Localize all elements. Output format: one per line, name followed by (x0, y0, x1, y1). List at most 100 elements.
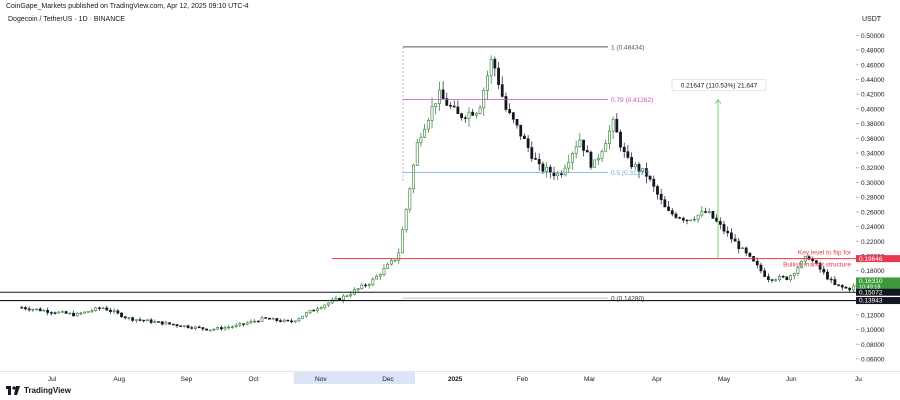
candle-body (748, 252, 752, 257)
candle-body (541, 163, 545, 172)
candle-body (796, 267, 800, 274)
candle-body (423, 128, 427, 138)
candle-body (131, 317, 135, 321)
candle-body (667, 206, 670, 211)
candle-body (663, 199, 667, 208)
candle-body (105, 307, 109, 311)
candle-body (312, 309, 316, 312)
candle-body (711, 211, 715, 219)
candle-body (511, 112, 515, 120)
candle-body (46, 310, 50, 313)
candle-body (175, 324, 179, 327)
candle-body (449, 105, 452, 107)
candle-body (375, 275, 378, 280)
candle-body (537, 158, 541, 165)
candle-body (681, 217, 685, 221)
candle-body (722, 224, 726, 232)
y-tick-label: 0.18000 (861, 268, 885, 275)
candle-body (182, 325, 186, 327)
candle-body (360, 284, 364, 289)
candle-body (64, 311, 68, 314)
x-tick-label: Nov (315, 376, 327, 383)
y-tick-label: 0.34000 (861, 151, 885, 158)
candle-body (264, 317, 268, 319)
candle-body (829, 278, 833, 281)
fib-level-label: 0.5 (0.31357) (611, 170, 650, 177)
candle-body (75, 312, 79, 317)
candle-body (79, 312, 83, 315)
candle-body (744, 247, 748, 254)
candle-body (737, 240, 741, 249)
candle-body (275, 318, 279, 321)
candle-body (644, 168, 648, 177)
current-price-badge: 0.16310 (859, 278, 883, 285)
candle-body (519, 124, 523, 137)
candle-body (726, 230, 730, 234)
candle-body (327, 302, 330, 306)
candle-body (430, 106, 434, 121)
x-tick-label: Aug (113, 376, 125, 383)
candle-body (153, 321, 157, 323)
y-tick-label: 0.44000 (861, 77, 885, 84)
footer-brand[interactable]: TradingView (6, 386, 71, 395)
candle-body (157, 321, 160, 323)
candle-body (504, 96, 508, 110)
y-tick-label: 0.12000 (861, 312, 885, 319)
candle-body (238, 323, 242, 326)
candle-body (83, 311, 86, 314)
y-tick-label: 0.28000 (861, 195, 885, 202)
x-tick-label: Jun (786, 376, 797, 383)
candle-body (164, 322, 168, 325)
candle-body (408, 188, 412, 210)
x-tick-label: Dec (382, 376, 394, 383)
y-tick-label: 0.42000 (861, 92, 885, 99)
candle-body (822, 268, 826, 273)
candle-body (611, 118, 615, 132)
candle-body (452, 105, 456, 108)
candle-body (438, 89, 441, 104)
candle-body (656, 186, 659, 195)
candle-body (316, 308, 319, 311)
candle-body (733, 238, 737, 242)
candle-body (38, 308, 42, 312)
candle-body (249, 320, 253, 324)
candle-body (301, 315, 305, 319)
candle-body (689, 219, 693, 222)
x-tick-label: Feb (517, 376, 529, 383)
y-tick-label: 0.06000 (861, 356, 885, 363)
fib-level-label: 1 (0.48434) (611, 44, 644, 51)
x-tick-label: 2025 (448, 376, 463, 383)
candle-body (112, 310, 116, 312)
candle-body (412, 164, 415, 190)
candle-body (245, 322, 249, 325)
candle-body (212, 328, 216, 331)
candle-body (508, 109, 512, 114)
x-tick-label: May (718, 376, 731, 383)
candle-body (659, 193, 663, 200)
currency-label: USDT (862, 16, 882, 23)
candle-body (552, 172, 556, 177)
candle-body (700, 211, 704, 216)
candle-body (127, 317, 131, 319)
candle-body (308, 309, 312, 314)
tradingview-logo-icon (6, 386, 20, 395)
measure-label-box (671, 79, 767, 91)
candle-body (61, 311, 64, 313)
y-tick-label: 0.10000 (861, 327, 885, 334)
candle-body (197, 326, 201, 329)
candle-body (600, 150, 604, 159)
candle-body (837, 284, 840, 286)
candle-body (171, 323, 175, 326)
symbol-title[interactable]: Dogecoin / TetherUS · 1D · BINANCE (8, 16, 125, 23)
support-badge-bg (856, 288, 900, 296)
candle-body (338, 297, 342, 301)
candle-body (231, 326, 234, 328)
candle-body (704, 211, 707, 213)
candle-body (267, 317, 271, 320)
candle-body (755, 260, 759, 266)
candle-body (615, 118, 619, 133)
candle-body (593, 159, 597, 168)
candle-body (97, 307, 101, 309)
y-tick-label: 0.22000 (861, 239, 885, 246)
